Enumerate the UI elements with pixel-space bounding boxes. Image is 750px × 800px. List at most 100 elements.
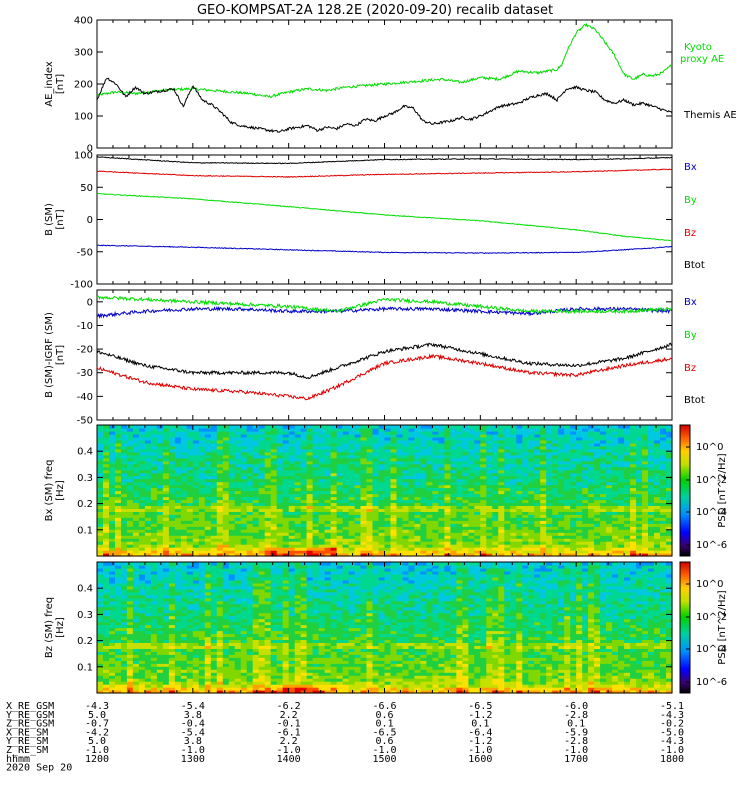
spectrogram-cell — [366, 544, 374, 548]
spectrogram-cell — [300, 445, 308, 450]
spectrogram-cell — [516, 514, 523, 518]
spectrogram-cell — [228, 502, 236, 506]
spectrogram-cell — [576, 425, 583, 429]
spectrogram-cell — [606, 490, 613, 495]
spectrogram-cell — [666, 553, 673, 557]
spectrogram-cell — [540, 448, 547, 453]
spectrogram-cell — [408, 523, 416, 527]
spectrogram-cell — [336, 496, 344, 501]
spectrogram-cell — [438, 433, 445, 438]
spectrogram-cell — [126, 454, 134, 459]
spectrogram-cell — [180, 457, 188, 462]
spectrogram-cell — [222, 487, 230, 492]
spectrogram-cell — [282, 436, 290, 441]
spectrogram-cell — [570, 511, 577, 515]
spectrogram-cell — [186, 672, 194, 676]
spectrogram-cell — [660, 496, 667, 501]
spectrogram-cell — [132, 553, 140, 557]
spectrogram-cell — [115, 460, 122, 465]
spectrogram-cell — [528, 499, 535, 503]
spectrogram-cell — [666, 520, 673, 524]
spectrogram-cell — [324, 523, 332, 527]
spectrogram-cell — [576, 484, 583, 489]
spectrogram-cell — [504, 493, 511, 498]
spectrogram-cell — [516, 469, 523, 474]
spectrogram-cell — [378, 428, 386, 432]
spectrogram-cell — [97, 603, 104, 608]
spectrogram-cell — [198, 520, 206, 524]
spectrogram-cell — [180, 425, 188, 429]
spectrogram-cell — [636, 526, 643, 530]
spectrogram-cell — [576, 490, 583, 495]
spectrogram-cell — [660, 484, 667, 489]
spectrogram-cell — [666, 460, 673, 465]
spectrogram-cell — [204, 484, 212, 489]
spectrogram-cell — [534, 541, 541, 545]
spectrogram-cell — [546, 526, 553, 530]
spectrogram-cell — [534, 433, 541, 438]
spectrogram-cell — [180, 657, 188, 661]
spectrogram-cell — [258, 541, 266, 545]
spectrogram-cell — [414, 469, 421, 474]
spectrogram-cell — [378, 544, 386, 548]
spectrogram-cell — [348, 481, 356, 486]
spectrogram-cell — [408, 425, 416, 429]
spectrogram-cell — [336, 550, 344, 554]
spectrogram-cell — [666, 502, 673, 506]
spectrogram-cell — [150, 481, 158, 486]
spectrogram-cell — [126, 690, 134, 694]
spectrogram-cell — [198, 523, 206, 527]
spectrogram-cell — [588, 472, 595, 477]
spectrogram-cell — [444, 445, 451, 450]
spectrogram-cell — [300, 520, 308, 524]
spectrogram-cell — [564, 487, 571, 492]
spectrogram-cell — [109, 475, 116, 480]
spectrogram-cell — [318, 529, 326, 533]
spectrogram-cell — [546, 496, 553, 501]
spectrogram-cell — [252, 529, 260, 533]
spectrogram-cell — [378, 517, 386, 521]
spectrogram-cell — [168, 436, 176, 441]
spectrogram-cell — [162, 532, 170, 536]
spectrogram-cell — [498, 484, 505, 489]
spectrogram-cell — [115, 466, 122, 471]
spectrogram-cell — [186, 657, 194, 661]
spectrogram-cell — [510, 481, 517, 486]
spectrogram-cell — [414, 463, 421, 468]
spectrogram-cell — [342, 517, 350, 521]
spectrogram-cell — [318, 466, 326, 471]
spectrogram-cell — [402, 529, 410, 533]
spectrogram-cell — [103, 627, 110, 632]
spectrogram-cell — [390, 550, 398, 554]
spectrogram-cell — [126, 460, 134, 465]
spectrogram-cell — [468, 532, 475, 536]
spectrogram-cell — [396, 493, 404, 498]
spectrogram-cell — [138, 487, 146, 492]
spectrogram-cell — [180, 544, 188, 548]
spectrogram-cell — [150, 573, 158, 578]
spectrogram-cell — [354, 448, 362, 453]
spectrogram-cell — [115, 541, 122, 545]
spectrogram-cell — [426, 502, 433, 506]
spectrogram-cell — [121, 505, 128, 509]
spectrogram-cell — [402, 493, 410, 498]
spectrogram-cell — [402, 523, 410, 527]
spectrogram-cell — [594, 451, 601, 456]
spectrogram-cell — [648, 460, 655, 465]
spectrogram-cell — [402, 514, 410, 518]
spectrogram-cell — [144, 496, 152, 501]
spectrogram-cell — [246, 428, 254, 432]
spectrogram-cell — [612, 511, 619, 515]
spectrogram-cell — [450, 529, 457, 533]
spectrogram-cell — [306, 436, 314, 441]
spectrogram-cell — [186, 445, 194, 450]
spectrogram-cell — [234, 553, 242, 557]
spectrogram-cell — [516, 472, 523, 477]
spectrogram-cell — [462, 496, 469, 501]
spectrogram-cell — [174, 576, 182, 581]
spectrogram-cell — [366, 535, 374, 539]
spectrogram-cell — [138, 448, 146, 453]
spectrogram-cell — [138, 582, 146, 587]
spectrogram-cell — [660, 433, 667, 438]
spectrogram-cell — [132, 433, 140, 438]
